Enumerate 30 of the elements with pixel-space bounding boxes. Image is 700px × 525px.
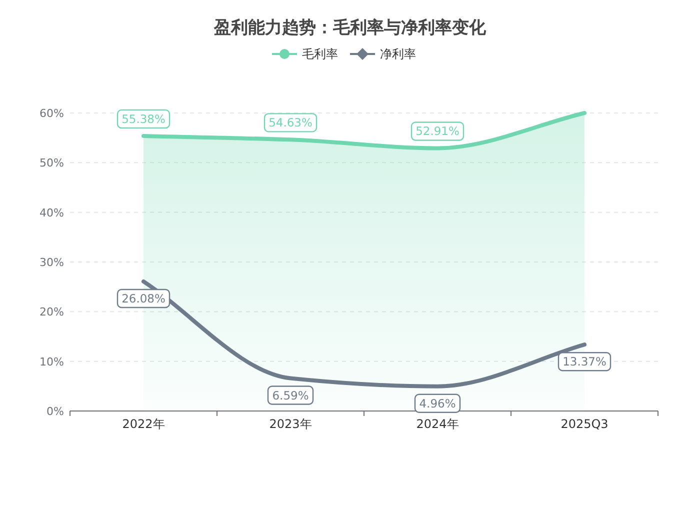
data-label: 13.37% xyxy=(562,354,606,369)
data-label: 4.96% xyxy=(419,396,456,410)
y-tick-label: 50% xyxy=(40,156,64,170)
legend-item: 净利率 xyxy=(350,47,416,61)
x-tick-label: 2025Q3 xyxy=(560,417,608,431)
label: 55.38% xyxy=(116,109,170,129)
x-tick-label: 2023年 xyxy=(269,417,312,431)
legend-item: 毛利率 xyxy=(272,47,338,61)
label: 13.37% xyxy=(558,352,612,372)
label: 52.91% xyxy=(410,122,464,141)
label: 26.08% xyxy=(116,288,170,308)
y-tick-label: 30% xyxy=(40,256,64,269)
label: 4.96% xyxy=(414,394,461,413)
x-tick-label: 2022年 xyxy=(122,417,165,431)
label: 54.63% xyxy=(264,113,318,132)
label: 6.59% xyxy=(267,386,314,405)
x-tick-label: 2024年 xyxy=(416,417,459,431)
data-label: 6.59% xyxy=(272,388,309,402)
legend-label: 净利率 xyxy=(380,47,416,61)
data-label: 54.63% xyxy=(268,116,312,130)
title: 盈利能力趋势：毛利率与净利率变化 xyxy=(214,18,486,38)
y-tick-label: 0% xyxy=(46,405,64,418)
data-label: 55.38% xyxy=(122,112,166,126)
y-tick-label: 20% xyxy=(40,306,64,319)
y-tick-label: 10% xyxy=(40,355,64,368)
data-label: 26.08% xyxy=(122,291,166,306)
y-tick-label: 60% xyxy=(40,107,64,120)
y-tick-label: 40% xyxy=(40,206,64,220)
data-label: 52.91% xyxy=(416,124,460,138)
legend-label: 毛利率 xyxy=(302,47,338,61)
